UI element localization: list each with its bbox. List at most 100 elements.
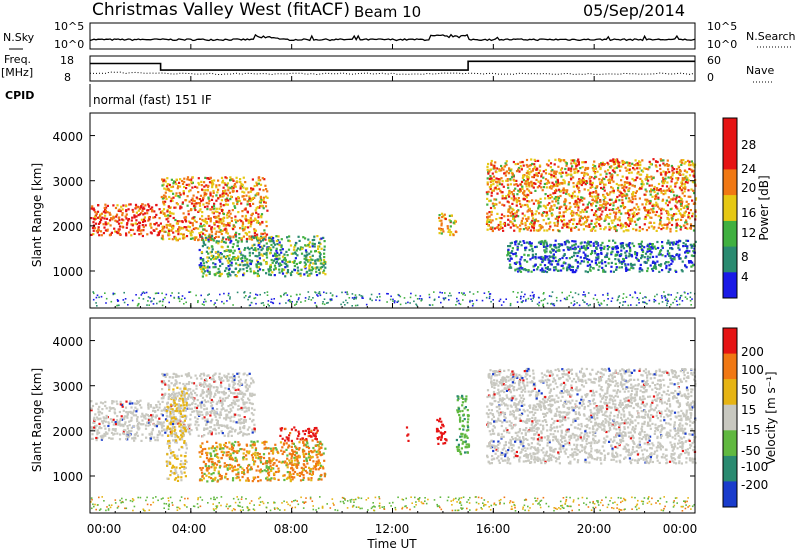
power-cell xyxy=(604,217,607,220)
velocity-cell xyxy=(112,407,115,410)
velocity-cell xyxy=(218,416,221,419)
power-cell xyxy=(206,269,209,272)
power-ground-cell xyxy=(460,292,463,294)
power-cell xyxy=(557,243,560,246)
power-cell xyxy=(159,230,162,233)
power-cell xyxy=(486,183,489,186)
power-cell xyxy=(218,184,221,187)
power-cell xyxy=(248,231,251,234)
power-cell xyxy=(261,177,264,180)
power-cell xyxy=(657,215,660,218)
power-cell xyxy=(250,259,254,262)
velocity-cell xyxy=(212,386,215,389)
power-cell xyxy=(234,267,238,270)
power-cell xyxy=(228,257,231,260)
power-cell xyxy=(495,203,498,206)
power-cell xyxy=(317,250,320,254)
power-cell xyxy=(520,180,524,183)
velocity-cell xyxy=(142,414,145,417)
velocity-cell xyxy=(221,432,224,435)
power-ground-cell xyxy=(462,293,464,296)
power-cell xyxy=(604,170,607,173)
velocity-cell xyxy=(118,410,121,414)
power-cell xyxy=(206,237,209,240)
power-cell xyxy=(166,210,169,213)
velocity-cell xyxy=(114,412,117,415)
power-cell xyxy=(224,200,228,203)
power-cell xyxy=(573,248,576,251)
power-cell xyxy=(626,176,629,179)
velocity-cell xyxy=(226,396,229,399)
power-cell xyxy=(514,197,517,200)
power-ground-cell xyxy=(203,304,205,306)
freq-tick-bottom: 8 xyxy=(64,71,71,84)
power-cell xyxy=(662,159,665,162)
power-cell xyxy=(538,201,541,204)
power-cell xyxy=(633,263,636,266)
power-ground-cell xyxy=(270,301,272,303)
power-cell xyxy=(285,250,288,253)
power-cell xyxy=(209,220,212,223)
power-cell xyxy=(238,180,241,183)
power-ground-cell xyxy=(577,293,580,296)
power-cell xyxy=(558,207,561,210)
power-ground-cell xyxy=(512,291,515,293)
velocity-cell xyxy=(158,417,161,420)
power-cell xyxy=(270,243,273,247)
velocity-cell xyxy=(134,402,137,405)
power-cell xyxy=(194,236,197,239)
power-cell xyxy=(187,213,190,216)
power-cell xyxy=(544,256,547,259)
power-cell xyxy=(97,228,100,231)
velocity-cell xyxy=(128,402,131,405)
power-cell xyxy=(140,232,143,235)
power-cell xyxy=(541,260,544,264)
power-cell xyxy=(202,266,205,269)
velocity-cell xyxy=(130,426,133,429)
power-cell xyxy=(690,254,693,257)
power-ground-cell xyxy=(164,296,166,299)
power-cell xyxy=(544,207,548,210)
power-cell xyxy=(284,266,287,269)
power-cell xyxy=(172,196,175,199)
power-cell xyxy=(267,270,271,273)
power-cell xyxy=(610,251,613,254)
power-cell xyxy=(567,223,570,226)
velocity-cell xyxy=(125,400,128,403)
power-cell xyxy=(308,241,311,244)
power-cell xyxy=(511,193,514,196)
power-cell xyxy=(109,224,112,227)
power-ground-cell xyxy=(413,300,415,303)
power-cell xyxy=(280,244,283,247)
power-cell xyxy=(194,208,197,212)
power-cell xyxy=(668,268,671,271)
velocity-cell xyxy=(100,412,104,415)
power-cell xyxy=(544,246,547,249)
power-cell xyxy=(238,250,241,253)
velocity-cell xyxy=(214,393,217,396)
power-cell xyxy=(212,262,215,265)
power-cell xyxy=(126,222,129,225)
power-region-1 xyxy=(160,176,269,242)
power-cell xyxy=(684,243,687,246)
velocity-cell xyxy=(126,425,129,428)
power-cell xyxy=(215,207,218,210)
power-cell xyxy=(242,235,245,238)
power-cell xyxy=(560,269,563,272)
power-cell xyxy=(529,222,532,225)
power-cell xyxy=(510,251,513,254)
power-cell xyxy=(566,222,569,225)
power-cell xyxy=(138,207,141,211)
power-cell xyxy=(130,234,133,237)
power-cell xyxy=(310,272,313,275)
power-cell xyxy=(240,240,243,243)
power-cell xyxy=(563,241,566,244)
power-cell xyxy=(322,264,325,267)
power-cell xyxy=(531,214,534,217)
power-cell xyxy=(548,259,551,262)
power-cell xyxy=(193,207,196,210)
power-cell xyxy=(620,212,623,215)
velocity-cell xyxy=(149,420,152,423)
power-cell xyxy=(588,201,591,204)
power-cell xyxy=(209,208,212,211)
